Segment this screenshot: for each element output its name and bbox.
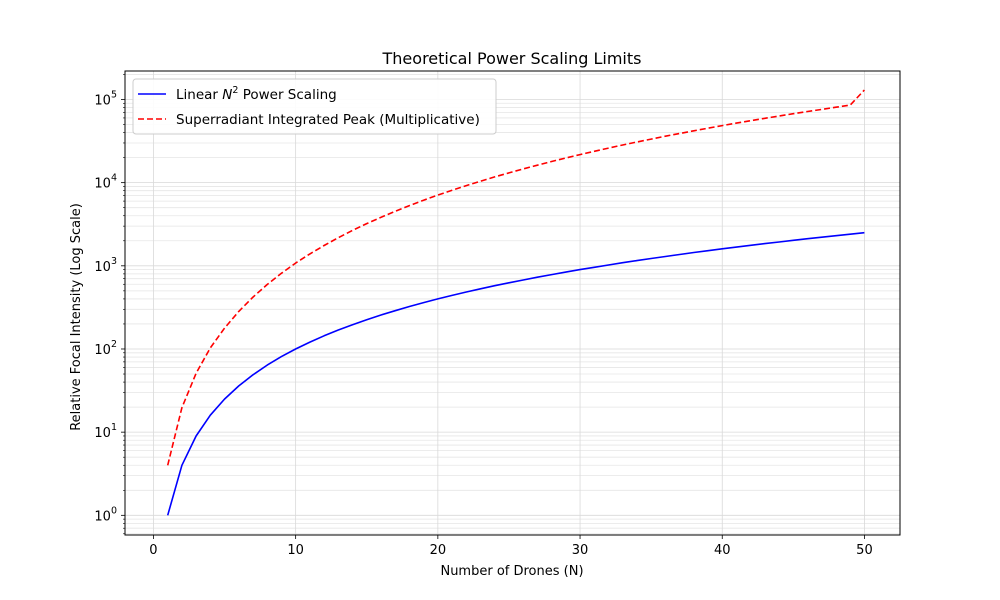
legend-label-sup: 2	[232, 85, 238, 96]
y-tick-exponent: 5	[111, 89, 117, 100]
y-tick-exponent: 2	[111, 339, 117, 350]
x-tick-label: 10	[287, 543, 304, 558]
x-tick-label: 0	[149, 543, 157, 558]
legend-label-2: Superradiant Integrated Peak (Multiplica…	[176, 112, 480, 128]
x-tick-label: 50	[856, 543, 873, 558]
legend-box	[132, 78, 497, 135]
x-axis-label: Number of Drones (N)	[440, 564, 583, 579]
legend-label-suffix: Power Scaling	[238, 87, 336, 103]
series-line-2	[166, 89, 865, 466]
y-axis-label: Relative Focal Intensity (Log Scale)	[69, 203, 84, 431]
legend-label-prefix: Linear	[176, 87, 222, 103]
y-tick-exponent: 0	[111, 505, 117, 516]
plot-frame	[124, 70, 901, 536]
legend-label-prefix: Superradiant Integrated Peak (Multiplica…	[176, 112, 480, 128]
series-layer	[166, 89, 865, 516]
x-tick-label: 40	[714, 543, 731, 558]
y-tick-exponent: 3	[111, 256, 117, 267]
x-tick-label: 20	[430, 543, 447, 558]
chart-title: Theoretical Power Scaling Limits	[382, 49, 642, 68]
grid	[125, 71, 900, 535]
y-tick-exponent: 1	[111, 422, 117, 433]
legend: Linear N2 Power Scaling Superradiant Inte…	[132, 78, 497, 135]
legend-label-1: Linear N2 Power Scaling	[176, 85, 337, 103]
series-line-1	[166, 231, 865, 516]
y-tick-exponent: 4	[111, 173, 117, 184]
x-tick-label: 30	[572, 543, 589, 558]
legend-label-math: N	[222, 87, 232, 103]
